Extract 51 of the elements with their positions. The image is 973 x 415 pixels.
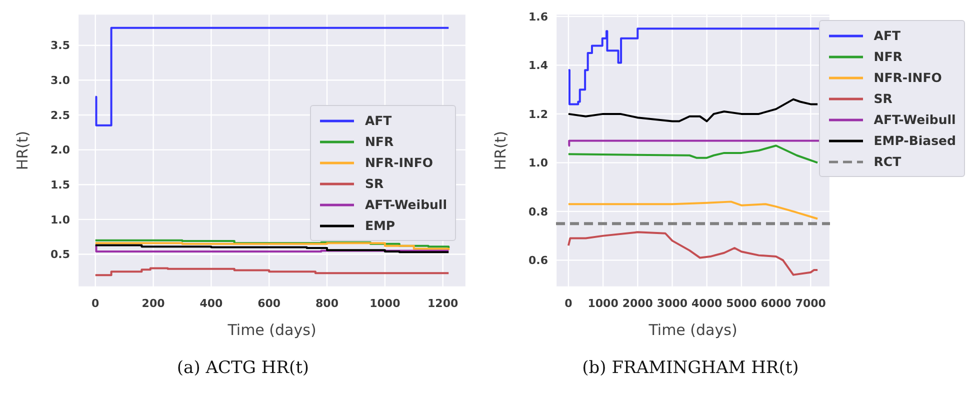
text: (a) ACTG HR(t) <box>176 358 310 378</box>
x-tick-label: 2000 <box>622 297 654 310</box>
x-axis-title: Time (days) <box>226 321 316 339</box>
y-tick-label: 0.5 <box>50 248 70 262</box>
y-tick-label: 3.5 <box>50 39 70 52</box>
x-tick-label: 5000 <box>726 297 758 310</box>
line-series <box>567 231 819 276</box>
text: (b) FRAMINGHAM HR(t) <box>581 358 800 378</box>
x-tick-label: 3000 <box>656 297 688 310</box>
x-tick-label: 0 <box>92 297 100 310</box>
y-tick-label: 1.0 <box>50 213 70 226</box>
y-tick-label: 0.6 <box>528 254 548 268</box>
y-tick-label: 1.2 <box>528 108 548 121</box>
y-tick-label: 1.6 <box>528 10 548 24</box>
legend-label: RCT <box>874 154 902 169</box>
legend-label: NFR <box>874 49 902 64</box>
x-tick-label: 6000 <box>760 297 792 310</box>
x-tick-label: 4000 <box>692 297 722 310</box>
legend-label: AFT <box>364 113 392 128</box>
x-axis-title: Time (days) <box>648 321 738 339</box>
y-tick-label: 2.0 <box>50 144 70 157</box>
y-tick-label: 1.0 <box>528 156 548 170</box>
line-series <box>567 144 819 164</box>
legend-label: AFT-Weibull <box>364 197 447 212</box>
legend-label: EMP <box>364 218 396 233</box>
x-tick-label: 0 <box>564 297 573 310</box>
legend-label: AFT-Weibull <box>874 112 956 127</box>
legend-label: SR <box>874 91 892 106</box>
y-tick-label: 1.4 <box>528 59 548 72</box>
legend-label: EMP-Biased <box>874 133 956 148</box>
y-tick-label: 3.0 <box>50 74 70 88</box>
legend-label: SR <box>364 176 384 191</box>
legend-label: NFR-INFO <box>874 70 942 85</box>
x-tick-label: 400 <box>200 297 224 310</box>
x-tick-label: 800 <box>316 297 339 310</box>
legend-label: AFT <box>874 28 901 43</box>
legend-label: NFR-INFO <box>364 155 434 170</box>
x-tick-label: 7000 <box>795 297 826 310</box>
y-axis-title: HR(t) <box>491 130 510 170</box>
y-tick-label: 2.5 <box>50 108 70 122</box>
x-tick-label: 600 <box>258 297 281 310</box>
legend-label: NFR <box>364 134 394 149</box>
x-tick-label: 1200 <box>428 297 458 310</box>
x-tick-label: 1000 <box>588 297 619 310</box>
x-tick-label: 200 <box>142 297 166 310</box>
y-tick-label: 0.8 <box>528 205 548 218</box>
line-series <box>567 200 819 220</box>
y-axis-title: HR(t) <box>13 130 32 170</box>
line-series <box>567 98 819 122</box>
y-tick-label: 1.5 <box>50 178 70 192</box>
x-tick-label: 1000 <box>370 297 401 310</box>
